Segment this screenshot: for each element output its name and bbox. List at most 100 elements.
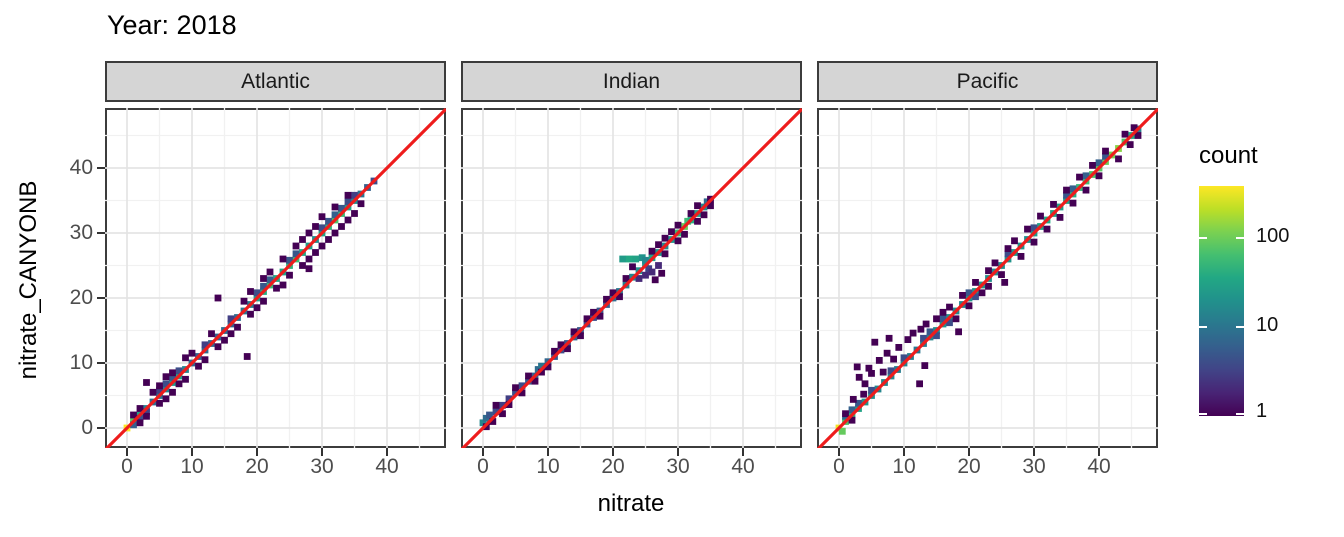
bin-cell (1063, 186, 1070, 194)
bin-cell (700, 211, 708, 219)
bin-cell (195, 362, 202, 370)
y-axis-tick-label: 10 (69, 351, 93, 374)
bin-cell (243, 353, 251, 360)
bin-cell (260, 297, 267, 305)
bin-cell (175, 367, 183, 375)
bin-cell (149, 388, 157, 396)
x-axis-tick-mark (126, 448, 128, 456)
bin-cell (175, 380, 183, 388)
bin-cell (871, 338, 879, 346)
bin-cell (1121, 130, 1129, 138)
bin-cell (351, 191, 358, 199)
bin-cell (853, 363, 861, 371)
bin-cell (625, 255, 633, 263)
y-axis-tick-mark (97, 297, 105, 299)
y-axis-tick-label: 30 (69, 221, 93, 244)
bin-cell (564, 345, 571, 353)
bin-cell (162, 380, 170, 388)
bin-cell (632, 255, 640, 263)
bin-cell (590, 308, 597, 316)
bin-cell (201, 356, 209, 364)
facet-strip-atlantic: Atlantic (105, 61, 446, 102)
y-axis-tick-mark (97, 232, 105, 234)
bin-cell (570, 328, 578, 336)
x-axis-tick-label: 0 (477, 455, 489, 478)
bin-cell (681, 230, 688, 238)
bin-cell (946, 303, 953, 311)
bin-cell (1095, 172, 1103, 180)
bin-cell (933, 332, 940, 340)
x-axis-tick-mark (903, 448, 905, 456)
bin-cell (848, 416, 856, 424)
bin-cell (917, 325, 925, 333)
gridlines-layer (817, 108, 1158, 448)
bin-cell (169, 369, 176, 377)
legend-tick-left (1199, 236, 1207, 239)
bin-cell (351, 210, 358, 217)
facet-panel-indian (461, 108, 802, 448)
bin-cell (1069, 199, 1077, 207)
bin-cell (489, 418, 497, 425)
bin-cell (1102, 147, 1109, 155)
bin-cell (1069, 185, 1077, 193)
bin-cell (868, 370, 875, 377)
bin-cell (694, 217, 701, 225)
bin-cell (674, 221, 682, 229)
bin-cell (305, 229, 313, 237)
bin-cell (136, 414, 144, 422)
bin-cell (916, 380, 923, 388)
bin-cell (883, 349, 891, 357)
x-axis-tick-mark (968, 448, 970, 456)
bin-cell (603, 295, 610, 303)
bin-cell (1024, 225, 1031, 233)
bin-cell (885, 334, 893, 342)
bin-cell (694, 202, 701, 210)
bin-cell (325, 236, 332, 243)
y-axis-title: nitrate_CANYONB (15, 180, 42, 380)
bin-cell (1076, 173, 1083, 181)
identity-line (461, 108, 802, 448)
bin-cell (926, 328, 934, 336)
bin-cell (143, 379, 150, 386)
bin-cell (551, 347, 558, 355)
gridlines-layer (461, 108, 802, 448)
legend-tick-label: 10 (1256, 314, 1279, 337)
bin-cell (512, 384, 519, 392)
bin-cell (920, 334, 927, 342)
bin-cell (312, 223, 319, 230)
x-axis-tick-label: 20 (245, 455, 269, 478)
y-axis-tick-mark (97, 362, 105, 364)
bin-cell (214, 343, 222, 351)
bin-cell (266, 276, 274, 284)
bin-cell (344, 191, 352, 199)
y-axis-tick-mark (97, 427, 105, 429)
bin-cell (985, 267, 992, 275)
bin-cell (331, 229, 339, 237)
bin-cell (661, 250, 669, 258)
bin-cell (286, 256, 293, 264)
bin-cell (1063, 191, 1070, 199)
x-axis-tick-mark (1098, 448, 1100, 456)
bin-cell (318, 213, 326, 221)
bin-cell (922, 320, 930, 328)
y-axis-tick-mark (97, 167, 105, 169)
x-axis-tick-mark (838, 448, 840, 456)
bin-cell (247, 310, 254, 318)
bin-cell (518, 389, 526, 397)
bin-cell (357, 200, 365, 208)
bin-cell (868, 386, 875, 394)
bin-cell (234, 323, 241, 331)
bin-cell (904, 336, 912, 343)
facet-panel-atlantic (105, 108, 446, 448)
bin-cell (188, 349, 196, 357)
bin-cell (887, 367, 895, 375)
bin-cell (312, 249, 319, 256)
bin-cell (596, 312, 604, 320)
bin-cell (344, 216, 352, 224)
bin-cell (544, 363, 552, 371)
bin-cell (208, 330, 215, 338)
bin-cell (655, 241, 662, 249)
x-axis-tick-mark (321, 448, 323, 456)
bin-cell (991, 259, 999, 267)
bin-cell (635, 275, 643, 282)
